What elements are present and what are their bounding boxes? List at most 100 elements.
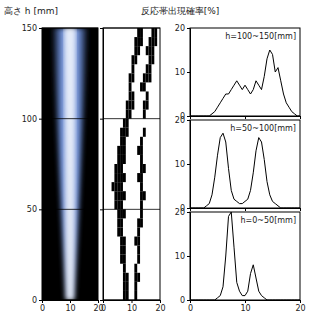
x-axis-tick: 10 xyxy=(65,300,75,313)
reaction-cell xyxy=(137,173,140,182)
reaction-cell xyxy=(143,191,146,200)
reaction-cell xyxy=(140,37,143,46)
reaction-cell xyxy=(151,37,154,46)
reaction-cell xyxy=(129,110,132,119)
x-axis-tick xyxy=(300,116,301,119)
reaction-cell xyxy=(134,282,137,291)
y-axis-line xyxy=(187,121,191,209)
reaction-cell xyxy=(126,101,129,110)
reaction-cell xyxy=(143,73,146,82)
reaction-cell xyxy=(117,164,120,173)
reaction-cell xyxy=(123,173,126,182)
y-axis-line xyxy=(187,29,191,117)
panel-annotation: h=0~50[mm] xyxy=(240,216,296,225)
y-axis-line xyxy=(100,29,104,301)
y-axis-tick-mark xyxy=(100,300,103,301)
x-axis-tick: 20 xyxy=(155,300,165,313)
reaction-cell xyxy=(134,237,137,246)
reaction-cell xyxy=(120,146,123,155)
y-axis-tick-mark xyxy=(187,300,190,301)
plot-area xyxy=(112,28,158,300)
y-axis-tick-mark xyxy=(187,208,190,209)
y-axis-tick-label: 0 xyxy=(180,296,185,305)
x-axis: 01020 xyxy=(188,300,306,313)
reaction-cell xyxy=(146,101,149,110)
grid-line xyxy=(42,118,98,119)
reaction-cell xyxy=(120,227,123,236)
reaction-cell xyxy=(154,28,157,37)
reaction-cell xyxy=(137,218,140,227)
x-axis-tick: 20 xyxy=(295,300,305,313)
reaction-cell xyxy=(140,28,143,37)
reaction-cell xyxy=(120,246,123,255)
reaction-cell xyxy=(117,218,120,227)
y-axis-tick-label: 10 xyxy=(175,160,185,169)
reaction-cell xyxy=(120,155,123,164)
reaction-cell xyxy=(146,73,149,82)
reaction-cell xyxy=(137,28,140,37)
map-background xyxy=(103,28,160,300)
y-axis-tick-mark xyxy=(100,119,103,120)
x-axis-tick-label: 10 xyxy=(127,304,137,313)
reaction-cell xyxy=(117,209,120,218)
x-axis-line xyxy=(191,117,301,120)
reaction-cell xyxy=(151,28,154,37)
y-axis-tick-label: 150 xyxy=(22,24,37,33)
profile-line xyxy=(190,212,300,300)
reaction-cell xyxy=(140,155,143,164)
x-axis-tick: 0 xyxy=(101,300,106,313)
x-axis-tick-mark xyxy=(245,116,246,119)
y-axis-tick xyxy=(100,209,103,210)
grid-line xyxy=(103,118,160,119)
x-axis-tick-label: 0 xyxy=(40,304,45,313)
y-axis: 01020 xyxy=(175,24,191,121)
reaction-cell xyxy=(137,246,140,255)
y-axis-tick-label: 100 xyxy=(22,115,37,124)
y-axis-tick: 20 xyxy=(175,116,190,125)
reaction-cell xyxy=(114,182,117,191)
reaction-cell xyxy=(140,82,143,91)
profile-line xyxy=(190,133,300,208)
y-axis-tick-label: 10 xyxy=(175,68,185,77)
y-axis-tick-mark xyxy=(39,28,42,29)
y-axis-tick: 150 xyxy=(22,24,42,33)
chart-title: 反応帯出現確率[%] xyxy=(141,6,220,16)
x-axis xyxy=(191,116,301,119)
grid-line xyxy=(103,209,160,210)
y-axis xyxy=(100,29,104,301)
x-axis: 0 10 20 xyxy=(101,300,166,313)
reaction-cell xyxy=(149,55,152,64)
x-axis-tick-mark xyxy=(300,116,301,119)
x-axis-tick-mark xyxy=(160,300,161,303)
y-axis-tick-label: 20 xyxy=(175,208,185,217)
reaction-cell xyxy=(137,46,140,55)
reaction-cell xyxy=(120,209,123,218)
x-axis-tick-label: 20 xyxy=(155,304,165,313)
reaction-cell xyxy=(117,173,120,182)
x-axis-tick: 0 xyxy=(188,300,193,313)
x-axis-tick-mark xyxy=(245,300,246,303)
reaction-cell xyxy=(117,200,120,209)
reaction-cell xyxy=(132,73,135,82)
x-axis-tick: 10 xyxy=(127,300,137,313)
reaction-cell xyxy=(120,173,123,182)
reaction-cell xyxy=(140,209,143,218)
flame-core xyxy=(64,28,75,300)
y-axis-line xyxy=(39,29,43,301)
plot-frame xyxy=(103,28,160,300)
y-axis-tick: 20 xyxy=(175,24,190,33)
reaction-cell xyxy=(137,237,140,246)
reaction-cell xyxy=(123,291,126,300)
y-axis-tick-label: 10 xyxy=(175,252,185,261)
reaction-cell xyxy=(149,37,152,46)
reaction-cell xyxy=(123,264,126,273)
reaction-cell xyxy=(126,128,129,137)
y-axis-tick-label: 20 xyxy=(175,116,185,125)
panel-annotation: h=100~150[mm] xyxy=(225,32,296,41)
y-axis-tick-mark xyxy=(187,212,190,213)
plot-frame xyxy=(190,212,300,300)
reaction-cell xyxy=(129,101,132,110)
y-axis-tick-mark xyxy=(39,209,42,210)
reaction-cell xyxy=(134,55,137,64)
reaction-cell xyxy=(140,146,143,155)
